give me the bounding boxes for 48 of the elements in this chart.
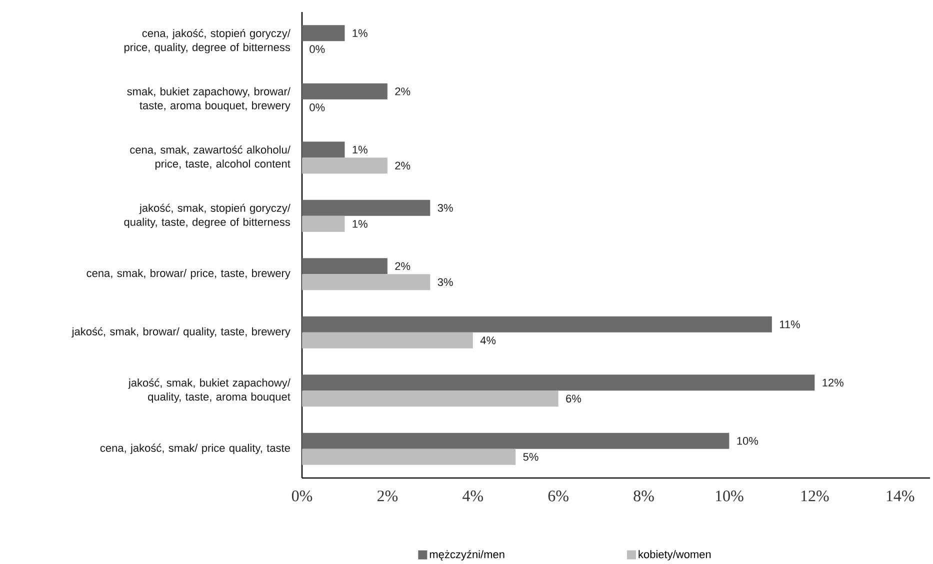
bar <box>302 374 815 391</box>
y-tick-label: smak, bukiet zapachowy, browar/ taste, aroma bouquet, brewery <box>127 87 290 112</box>
y-tick-label: cena, jakość, smak/ price quality, taste <box>100 444 290 454</box>
legend-label: mężczyźni/men <box>430 550 504 560</box>
y-tick-label: jakość, smak, bukiet zapachowy/ quality, taste, aroma bouquet <box>128 378 290 403</box>
x-tick-label: 10% <box>716 490 744 502</box>
bar <box>302 274 430 290</box>
bar <box>302 158 388 174</box>
bar <box>302 25 345 42</box>
y-tick-label: jakość, smak, browar/ quality, taste, brewery <box>72 327 290 338</box>
bar <box>302 448 516 465</box>
data-label: 2% <box>395 262 410 270</box>
x-tick-label: 8% <box>634 490 654 502</box>
data-label: 6% <box>566 394 582 403</box>
data-label: 4% <box>480 336 496 344</box>
x-tick-label: 0% <box>292 490 312 502</box>
x-tick-label: 6% <box>548 490 568 502</box>
x-tick-label: 2% <box>377 490 398 502</box>
bar <box>302 258 388 274</box>
bar <box>302 390 558 407</box>
data-label: 10% <box>737 436 758 445</box>
bar <box>302 216 345 232</box>
y-tick-label: jakość, smak, stopień goryczy/ quality, taste, degree of bitterness <box>124 204 290 228</box>
data-label: 2% <box>395 88 410 96</box>
data-label: 3% <box>438 204 453 212</box>
bar <box>302 432 730 449</box>
y-tick-label: cena, jakość, stopień goryczy/ price, quality, degree of bitterness <box>124 28 290 54</box>
bar <box>302 316 772 332</box>
data-label: 0% <box>310 45 325 54</box>
data-label: 0% <box>310 103 325 112</box>
data-label: 1% <box>352 29 368 37</box>
bar <box>302 200 430 216</box>
x-tick-label: 4% <box>462 490 484 502</box>
y-tick-label: cena, smak, browar/ price, taste, brewery <box>86 269 290 280</box>
bar <box>302 83 388 100</box>
x-tick-label: 14% <box>886 490 914 502</box>
data-label: 11% <box>780 320 800 328</box>
bar <box>302 142 345 158</box>
data-label: 5% <box>523 453 538 461</box>
legend-label: kobiety/women <box>638 550 711 560</box>
bar <box>302 332 473 348</box>
data-label: 3% <box>438 278 453 286</box>
y-tick-label: cena, smak, zawartość alkoholu/ price, taste, alcohol content <box>130 145 290 170</box>
data-label: 1% <box>352 146 368 154</box>
data-label: 12% <box>822 378 844 386</box>
data-label: 1% <box>352 220 368 228</box>
x-tick-label: 12% <box>801 490 829 502</box>
data-label: 2% <box>395 162 410 170</box>
